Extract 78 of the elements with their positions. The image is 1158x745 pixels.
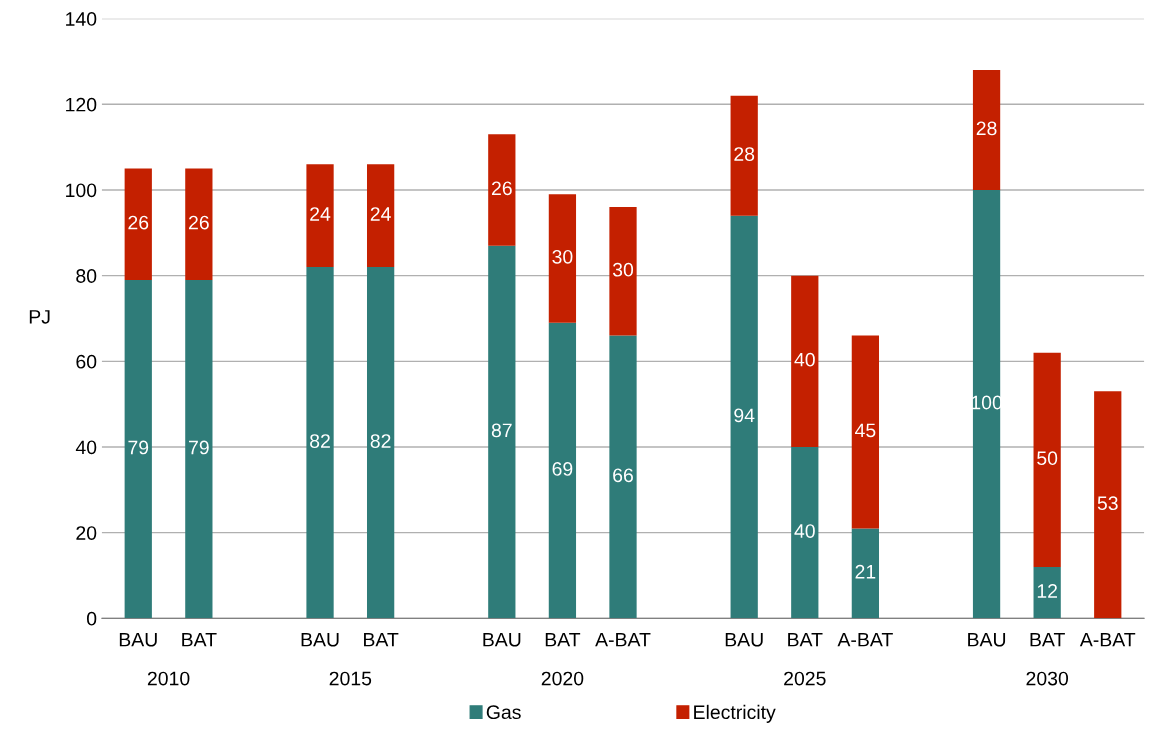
data-label: 50 [1037,451,1058,466]
data-label: 28 [734,147,755,161]
x-tick-label: BAU [725,632,763,647]
x-tick-label: BAU [119,632,157,647]
bar [972,70,1001,190]
legend-label: Gas [486,705,521,720]
data-label: 28 [976,121,997,136]
bar [367,267,395,619]
data-label: 45 [855,423,876,438]
y-tick-label: 40 [75,440,97,455]
y-tick-label: 20 [76,526,97,540]
y-tick-label: 120 [66,97,97,112]
bar [488,134,516,246]
x-tick-label: BAT [364,632,399,647]
bar [730,95,758,216]
text: 2010 [147,671,190,686]
bar [609,335,637,619]
x-tick-label: BAT [1030,632,1065,647]
x-tick-label: BAT [788,632,823,647]
x-tick-label: A-BAT [837,632,893,647]
bar [1033,352,1061,567]
bar [306,164,334,268]
bar [730,215,758,619]
data-label: 40 [794,524,815,538]
bar [548,194,577,323]
bar [1033,566,1061,619]
bar [124,168,152,280]
data-label: 87 [491,423,512,438]
data-label: 40 [794,352,815,367]
data-label: 26 [491,181,512,196]
data-label: 26 [189,215,209,230]
bar [972,189,1001,619]
bar [791,447,819,619]
x-tick-label: BAU [483,632,521,647]
data-label: 21 [855,564,876,579]
bar [548,322,577,619]
y-tick-label: 60 [76,354,97,369]
y-tick-label: 0 [86,611,97,626]
data-label: 69 [552,462,573,476]
bar [791,275,819,447]
legend-label: Electricity [694,704,776,723]
x-tick-label: BAT [545,632,581,647]
data-label: 79 [189,440,209,455]
data-label: 30 [552,249,573,264]
data-label: 26 [128,215,149,230]
y-tick-label: 140 [66,12,97,26]
text: 2015 [329,671,372,686]
x-tick-label: A-BAT [1079,632,1136,647]
y-axis-title: PJ [29,310,50,324]
x-tick-label: BAU [301,632,339,647]
bar [851,335,880,529]
text: 2020 [541,671,584,686]
data-label: 24 [370,207,391,221]
bar [1094,391,1122,619]
data-label: 94 [734,408,755,423]
x-tick-label: A-BAT [595,632,651,647]
data-label: 82 [310,434,330,448]
y-tick-label: 100 [66,183,97,198]
text: 2030 [1026,671,1069,686]
x-tick-label: BAT [182,632,217,647]
data-label: 53 [1097,496,1118,511]
data-label: 24 [310,207,331,221]
bar [306,267,334,619]
bar [851,528,880,619]
data-label: 66 [613,468,633,483]
data-label: 12 [1037,584,1057,598]
y-tick-label: 80 [76,269,97,283]
bar [185,279,213,619]
text: 2025 [784,671,826,686]
bar [124,279,152,619]
bar [185,168,213,280]
bar [609,207,637,336]
data-label: 82 [370,434,391,448]
x-tick-label: BAU [968,632,1006,647]
data-label: 30 [612,262,634,277]
bar [367,164,395,268]
bar [488,245,516,619]
data-label: 79 [128,440,149,455]
